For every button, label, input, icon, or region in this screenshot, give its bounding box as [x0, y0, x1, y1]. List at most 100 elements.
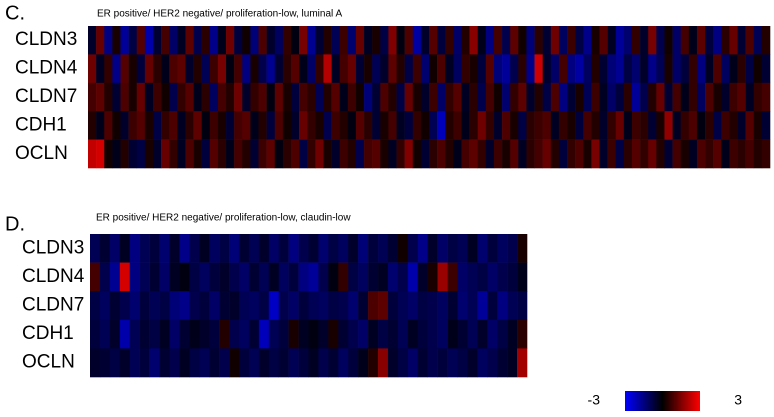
heatmap-cell [169, 111, 178, 140]
row-label: CLDN7 [15, 86, 77, 107]
heatmap-cell [258, 348, 270, 378]
heatmap-cell [169, 234, 180, 263]
heatmap-cell [217, 82, 227, 112]
heatmap-cell [688, 82, 698, 112]
heatmap-cell [209, 348, 220, 378]
heatmap-cell [169, 262, 180, 292]
heatmap-cell [144, 111, 154, 140]
heatmap-cell [507, 234, 518, 263]
heatmap-cell [358, 348, 369, 378]
heatmap-cell [542, 26, 552, 55]
heatmap-cell [129, 262, 140, 292]
heatmap-cell [705, 54, 714, 84]
heatmap-cell [487, 291, 498, 321]
heatmap-cell [396, 111, 405, 140]
heatmap-cell [648, 111, 657, 140]
heatmap-cell [96, 26, 105, 55]
heatmap-cell [219, 262, 230, 292]
heatmap-cell [136, 54, 146, 84]
heatmap-cell [380, 54, 389, 84]
heatmap-cell [599, 139, 608, 169]
heatmap-cell [721, 54, 730, 84]
heatmap-cell [209, 54, 219, 84]
heatmap-cell [445, 26, 454, 55]
heatmap-cell [193, 139, 202, 169]
heatmap-cell [404, 111, 414, 140]
heatmap-cell [159, 348, 170, 378]
heatmap-cell [128, 139, 138, 169]
heatmap-cell [152, 54, 162, 84]
heatmap-cell [705, 139, 714, 169]
heatmap-cell [680, 54, 690, 84]
heatmap-cell [144, 26, 154, 55]
heatmap-cell [201, 54, 211, 84]
heatmap-cell [129, 319, 140, 349]
heatmap-cell [656, 139, 665, 169]
heatmap-cell [705, 26, 714, 55]
heatmap-cell [372, 54, 381, 84]
colorbar-tick-label: -3 [588, 392, 601, 408]
heatmap-cell [404, 26, 414, 55]
heatmap-cell [189, 348, 200, 378]
heatmap-cell [429, 111, 438, 140]
heatmap-cell [387, 234, 399, 263]
heatmap-cell [502, 54, 511, 84]
heatmap-cell [477, 262, 488, 292]
heatmap-cell [457, 234, 468, 263]
heatmap-cell [599, 82, 608, 112]
heatmap-cell [209, 319, 220, 349]
heatmap-cell [420, 82, 430, 112]
heatmap-cell [447, 262, 458, 292]
heatmap-cell [437, 111, 446, 140]
heatmap-cell [526, 26, 535, 55]
heatmap-cell [299, 111, 308, 140]
heatmap-cell [112, 26, 121, 55]
heatmap-cell [518, 139, 527, 169]
heatmap-cell [238, 291, 250, 321]
heatmap-cell [680, 111, 690, 140]
heatmap-cell [99, 234, 111, 263]
heatmap-cell [485, 26, 495, 55]
heatmap-cell [112, 111, 121, 140]
heatmap-cell [308, 291, 319, 321]
heatmap-cell [378, 291, 389, 321]
heatmap-cell [453, 111, 462, 140]
heatmap-cell [299, 26, 308, 55]
heatmap-cell [380, 82, 389, 112]
heatmap-cell [575, 82, 584, 112]
heatmap-cell [467, 262, 478, 292]
heatmap-cell [623, 139, 633, 169]
heatmap-cell [729, 139, 738, 169]
heatmap-cell [169, 26, 178, 55]
heatmap-cell [477, 319, 488, 349]
heatmap-cell [193, 111, 202, 140]
heatmap-cell [445, 139, 454, 169]
heatmap-cell [534, 82, 543, 112]
heatmap-cell [388, 111, 397, 140]
heatmap-cell [348, 319, 359, 349]
heatmap-cell [631, 26, 641, 55]
heatmap-cell [242, 26, 251, 55]
heatmap-cell [461, 139, 470, 169]
heatmap-cell [550, 111, 560, 140]
heatmap-cell [396, 139, 405, 169]
heatmap-cell [338, 234, 349, 263]
heatmap-cell [226, 82, 235, 112]
heatmap-cell [179, 234, 190, 263]
heatmap-cell [226, 111, 235, 140]
heatmap-cell [288, 262, 299, 292]
heatmap-cell [397, 319, 409, 349]
heatmap-cell [274, 82, 284, 112]
heatmap-cell [502, 26, 511, 55]
heatmap-cell [737, 26, 746, 55]
heatmap-cell [315, 54, 324, 84]
heatmap-cell [387, 262, 399, 292]
heatmap-cell [258, 291, 270, 321]
heatmap-cell [315, 82, 324, 112]
heatmap-cell [339, 54, 349, 84]
heatmap-cell [550, 54, 560, 84]
heatmap-cell [331, 139, 340, 169]
heatmap-cell [469, 26, 479, 55]
heatmap-cell [487, 348, 498, 378]
heatmap-cell [308, 319, 319, 349]
